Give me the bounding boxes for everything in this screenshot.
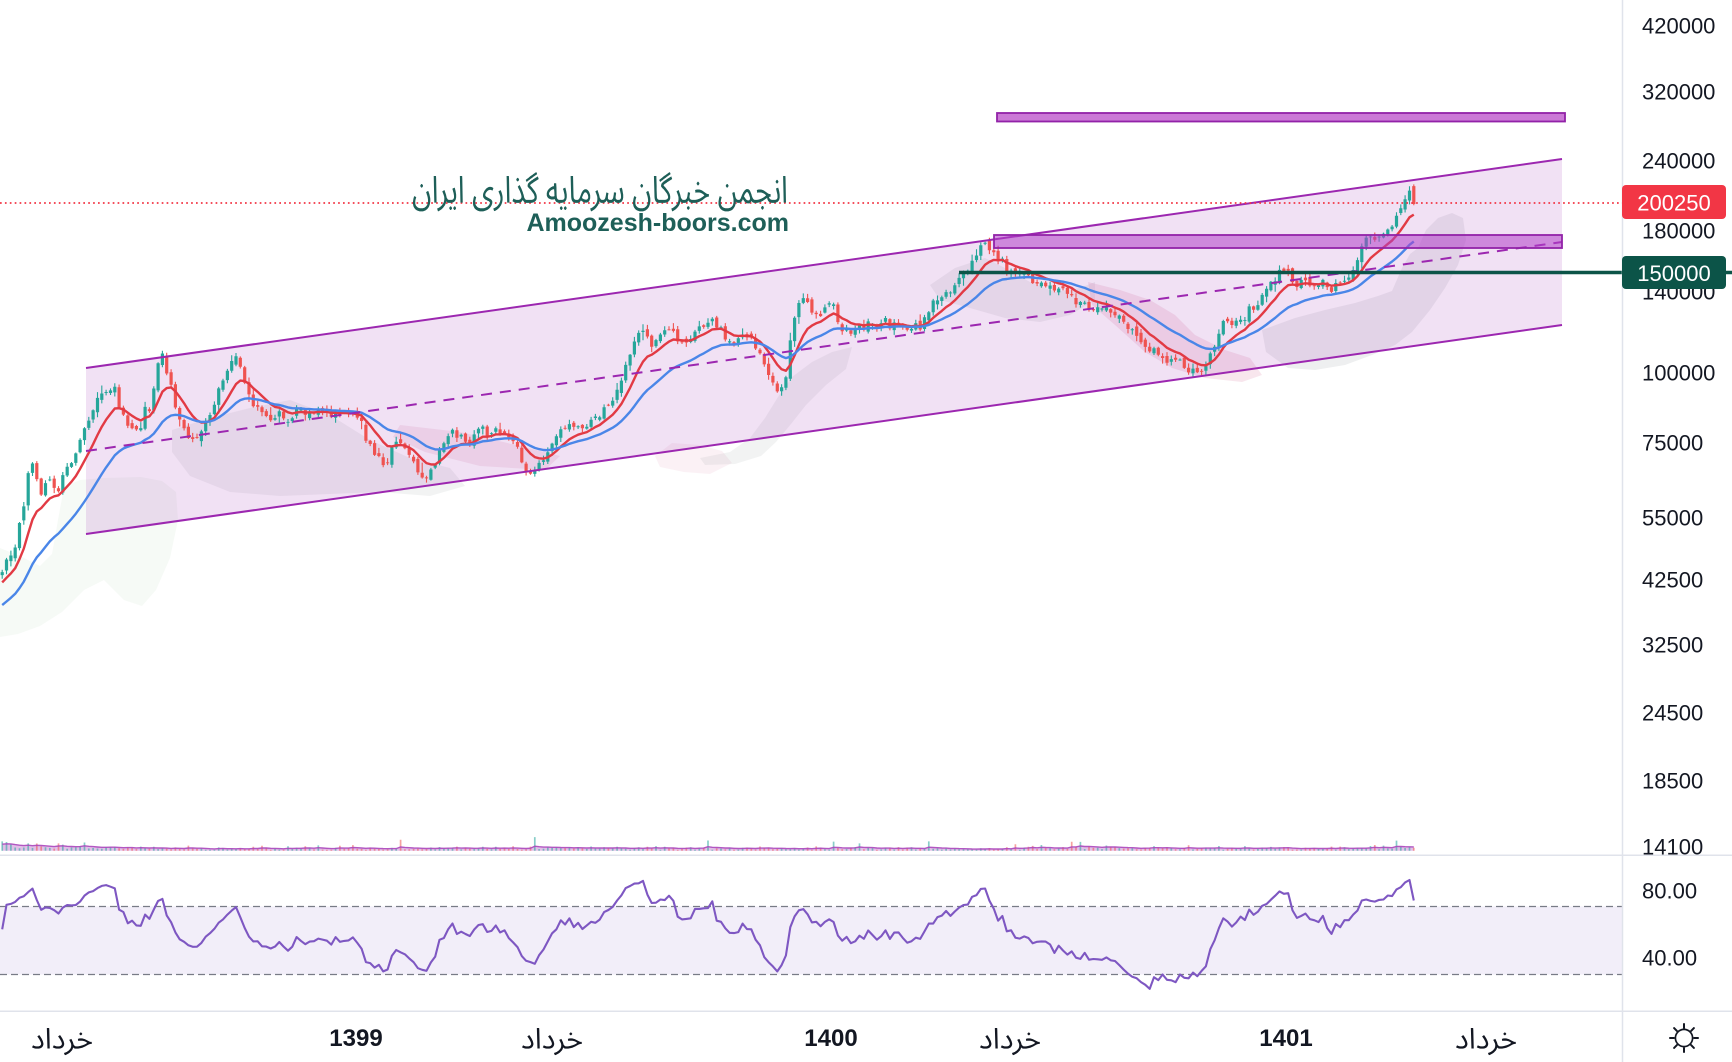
svg-text:320000: 320000 (1642, 80, 1715, 105)
svg-text:100000: 100000 (1642, 361, 1715, 386)
svg-text:18500: 18500 (1642, 769, 1703, 794)
svg-text:240000: 240000 (1642, 149, 1715, 174)
svg-text:1401: 1401 (1259, 1025, 1312, 1052)
svg-text:420000: 420000 (1642, 14, 1715, 39)
svg-text:200250: 200250 (1637, 191, 1710, 216)
svg-text:150000: 150000 (1637, 261, 1710, 286)
svg-text:42500: 42500 (1642, 568, 1703, 593)
svg-text:14100: 14100 (1642, 835, 1703, 860)
svg-text:32500: 32500 (1642, 633, 1703, 658)
svg-text:1400: 1400 (804, 1025, 857, 1052)
svg-text:80.00: 80.00 (1642, 879, 1697, 904)
svg-text:1399: 1399 (329, 1025, 382, 1052)
svg-text:24500: 24500 (1642, 701, 1703, 726)
svg-text:180000: 180000 (1642, 219, 1715, 244)
svg-text:40.00: 40.00 (1642, 946, 1697, 971)
svg-text:Amoozesh-boors.com: Amoozesh-boors.com (526, 209, 789, 237)
svg-text:75000: 75000 (1642, 431, 1703, 456)
svg-text:55000: 55000 (1642, 506, 1703, 531)
